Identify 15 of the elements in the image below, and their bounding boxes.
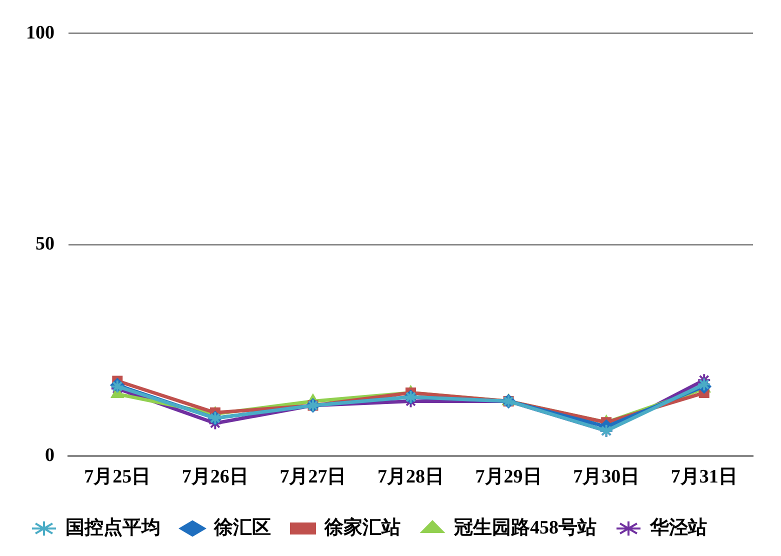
legend-label: 徐汇区 xyxy=(213,517,271,538)
x-tick-label: 7月29日 xyxy=(475,466,542,488)
x-tick-label: 7月25日 xyxy=(84,466,151,488)
legend-label: 华泾站 xyxy=(649,516,707,538)
x-tick-label: 7月27日 xyxy=(280,466,346,488)
x-tick-label: 7月28日 xyxy=(378,466,444,488)
y-tick-label: 50 xyxy=(36,234,54,255)
legend-label: 徐家汇站 xyxy=(324,516,400,538)
y-tick-label: 100 xyxy=(26,22,54,44)
x-tick-label: 7月31日 xyxy=(670,466,738,488)
x-tick-label: 7月26日 xyxy=(182,466,248,488)
legend-label: 冠生园路458号站 xyxy=(453,516,596,538)
y-tick-label: 0 xyxy=(45,445,54,466)
legend-label: 国控点平均 xyxy=(66,516,160,538)
x-tick-label: 7月30日 xyxy=(573,466,640,488)
